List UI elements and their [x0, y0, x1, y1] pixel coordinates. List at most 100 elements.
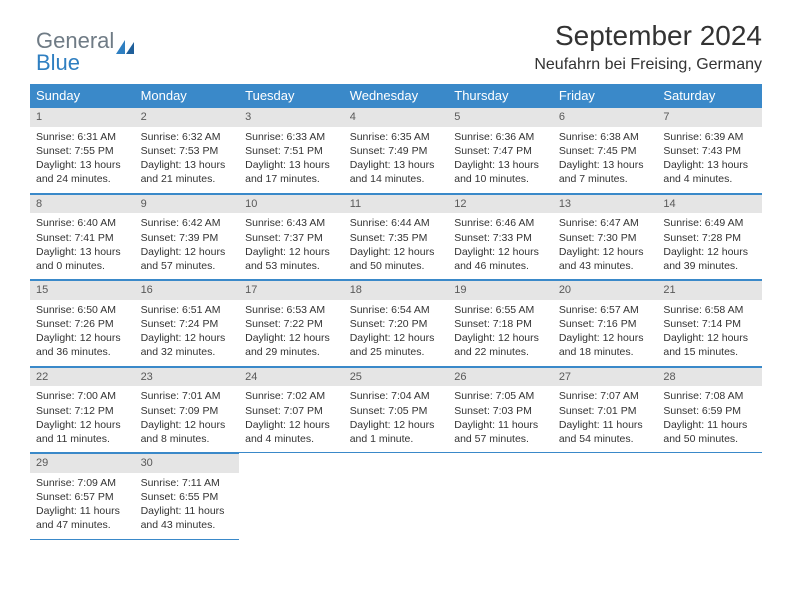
daylight-text-1: Daylight: 12 hours: [141, 245, 234, 259]
day-number: 24: [239, 367, 344, 387]
day-content: Sunrise: 7:07 AMSunset: 7:01 PMDaylight:…: [553, 386, 658, 452]
daylight-text-1: Daylight: 12 hours: [559, 331, 652, 345]
daylight-text-2: and 11 minutes.: [36, 432, 129, 446]
sunrise-text: Sunrise: 7:05 AM: [454, 389, 547, 403]
sunrise-text: Sunrise: 6:44 AM: [350, 216, 443, 230]
daylight-text-2: and 1 minute.: [350, 432, 443, 446]
daylight-text-2: and 36 minutes.: [36, 345, 129, 359]
calendar-cell: 2Sunrise: 6:32 AMSunset: 7:53 PMDaylight…: [135, 107, 240, 193]
sunrise-text: Sunrise: 6:47 AM: [559, 216, 652, 230]
sunset-text: Sunset: 7:49 PM: [350, 144, 443, 158]
day-content: Sunrise: 7:08 AMSunset: 6:59 PMDaylight:…: [657, 386, 762, 452]
calendar-cell: 14Sunrise: 6:49 AMSunset: 7:28 PMDayligh…: [657, 193, 762, 280]
sunrise-text: Sunrise: 6:40 AM: [36, 216, 129, 230]
daylight-text-2: and 7 minutes.: [559, 172, 652, 186]
brand-part2: Blue: [36, 50, 80, 76]
calendar-cell: 24Sunrise: 7:02 AMSunset: 7:07 PMDayligh…: [239, 366, 344, 453]
sunset-text: Sunset: 7:01 PM: [559, 404, 652, 418]
day-header: Friday: [553, 84, 658, 107]
daylight-text-1: Daylight: 13 hours: [36, 245, 129, 259]
day-content: Sunrise: 7:09 AMSunset: 6:57 PMDaylight:…: [30, 473, 135, 539]
sunrise-text: Sunrise: 6:42 AM: [141, 216, 234, 230]
daylight-text-2: and 8 minutes.: [141, 432, 234, 446]
sunset-text: Sunset: 7:55 PM: [36, 144, 129, 158]
sunrise-text: Sunrise: 7:11 AM: [141, 476, 234, 490]
sunrise-text: Sunrise: 7:07 AM: [559, 389, 652, 403]
sunset-text: Sunset: 7:20 PM: [350, 317, 443, 331]
page-location: Neufahrn bei Freising, Germany: [30, 56, 762, 74]
day-content: Sunrise: 6:53 AMSunset: 7:22 PMDaylight:…: [239, 300, 344, 366]
sunrise-text: Sunrise: 6:32 AM: [141, 130, 234, 144]
calendar-cell: 16Sunrise: 6:51 AMSunset: 7:24 PMDayligh…: [135, 280, 240, 367]
daylight-text-2: and 24 minutes.: [36, 172, 129, 186]
sunrise-text: Sunrise: 6:54 AM: [350, 303, 443, 317]
day-number: 1: [30, 107, 135, 127]
daylight-text-2: and 46 minutes.: [454, 259, 547, 273]
sunset-text: Sunset: 7:28 PM: [663, 231, 756, 245]
calendar-cell: 19Sunrise: 6:55 AMSunset: 7:18 PMDayligh…: [448, 280, 553, 367]
sunrise-text: Sunrise: 7:08 AM: [663, 389, 756, 403]
daylight-text-1: Daylight: 12 hours: [663, 331, 756, 345]
daylight-text-2: and 50 minutes.: [663, 432, 756, 446]
day-number: 16: [135, 280, 240, 300]
day-content: Sunrise: 6:51 AMSunset: 7:24 PMDaylight:…: [135, 300, 240, 366]
calendar-cell: 29Sunrise: 7:09 AMSunset: 6:57 PMDayligh…: [30, 453, 135, 540]
calendar-cell: [448, 453, 553, 540]
sunset-text: Sunset: 7:03 PM: [454, 404, 547, 418]
day-content: Sunrise: 6:35 AMSunset: 7:49 PMDaylight:…: [344, 127, 449, 193]
calendar-cell: 3Sunrise: 6:33 AMSunset: 7:51 PMDaylight…: [239, 107, 344, 193]
sunset-text: Sunset: 7:30 PM: [559, 231, 652, 245]
daylight-text-2: and 39 minutes.: [663, 259, 756, 273]
daylight-text-1: Daylight: 11 hours: [36, 504, 129, 518]
sunrise-text: Sunrise: 6:55 AM: [454, 303, 547, 317]
daylight-text-2: and 10 minutes.: [454, 172, 547, 186]
day-content: Sunrise: 6:49 AMSunset: 7:28 PMDaylight:…: [657, 213, 762, 279]
calendar-cell: 6Sunrise: 6:38 AMSunset: 7:45 PMDaylight…: [553, 107, 658, 193]
day-number: 9: [135, 194, 240, 214]
calendar-row: 29Sunrise: 7:09 AMSunset: 6:57 PMDayligh…: [30, 453, 762, 540]
daylight-text-2: and 17 minutes.: [245, 172, 338, 186]
day-number: 14: [657, 194, 762, 214]
day-number: 26: [448, 367, 553, 387]
page-title: September 2024: [30, 20, 762, 52]
daylight-text-2: and 32 minutes.: [141, 345, 234, 359]
daylight-text-1: Daylight: 13 hours: [454, 158, 547, 172]
daylight-text-2: and 50 minutes.: [350, 259, 443, 273]
sunset-text: Sunset: 7:16 PM: [559, 317, 652, 331]
day-number: 13: [553, 194, 658, 214]
daylight-text-1: Daylight: 12 hours: [245, 331, 338, 345]
day-content: Sunrise: 6:31 AMSunset: 7:55 PMDaylight:…: [30, 127, 135, 193]
day-content: Sunrise: 6:58 AMSunset: 7:14 PMDaylight:…: [657, 300, 762, 366]
calendar-row: 1Sunrise: 6:31 AMSunset: 7:55 PMDaylight…: [30, 107, 762, 193]
calendar-row: 8Sunrise: 6:40 AMSunset: 7:41 PMDaylight…: [30, 193, 762, 280]
day-number: 12: [448, 194, 553, 214]
calendar-cell: 27Sunrise: 7:07 AMSunset: 7:01 PMDayligh…: [553, 366, 658, 453]
daylight-text-1: Daylight: 13 hours: [350, 158, 443, 172]
day-content: Sunrise: 6:40 AMSunset: 7:41 PMDaylight:…: [30, 213, 135, 279]
page-header: September 2024 Neufahrn bei Freising, Ge…: [30, 20, 762, 74]
day-header-row: Sunday Monday Tuesday Wednesday Thursday…: [30, 84, 762, 107]
daylight-text-1: Daylight: 11 hours: [141, 504, 234, 518]
sunset-text: Sunset: 6:59 PM: [663, 404, 756, 418]
day-number: 30: [135, 453, 240, 473]
daylight-text-1: Daylight: 13 hours: [36, 158, 129, 172]
day-number: 6: [553, 107, 658, 127]
day-number: 17: [239, 280, 344, 300]
sunset-text: Sunset: 7:14 PM: [663, 317, 756, 331]
day-number: 10: [239, 194, 344, 214]
day-content: Sunrise: 7:05 AMSunset: 7:03 PMDaylight:…: [448, 386, 553, 452]
day-content: Sunrise: 6:33 AMSunset: 7:51 PMDaylight:…: [239, 127, 344, 193]
daylight-text-2: and 47 minutes.: [36, 518, 129, 532]
calendar-cell: 13Sunrise: 6:47 AMSunset: 7:30 PMDayligh…: [553, 193, 658, 280]
sunset-text: Sunset: 7:18 PM: [454, 317, 547, 331]
sunset-text: Sunset: 6:57 PM: [36, 490, 129, 504]
sunset-text: Sunset: 7:26 PM: [36, 317, 129, 331]
day-header: Wednesday: [344, 84, 449, 107]
day-number: 11: [344, 194, 449, 214]
daylight-text-2: and 43 minutes.: [141, 518, 234, 532]
sunrise-text: Sunrise: 6:49 AM: [663, 216, 756, 230]
sunrise-text: Sunrise: 6:38 AM: [559, 130, 652, 144]
sunrise-text: Sunrise: 6:33 AM: [245, 130, 338, 144]
day-content: Sunrise: 6:36 AMSunset: 7:47 PMDaylight:…: [448, 127, 553, 193]
calendar-cell: 1Sunrise: 6:31 AMSunset: 7:55 PMDaylight…: [30, 107, 135, 193]
